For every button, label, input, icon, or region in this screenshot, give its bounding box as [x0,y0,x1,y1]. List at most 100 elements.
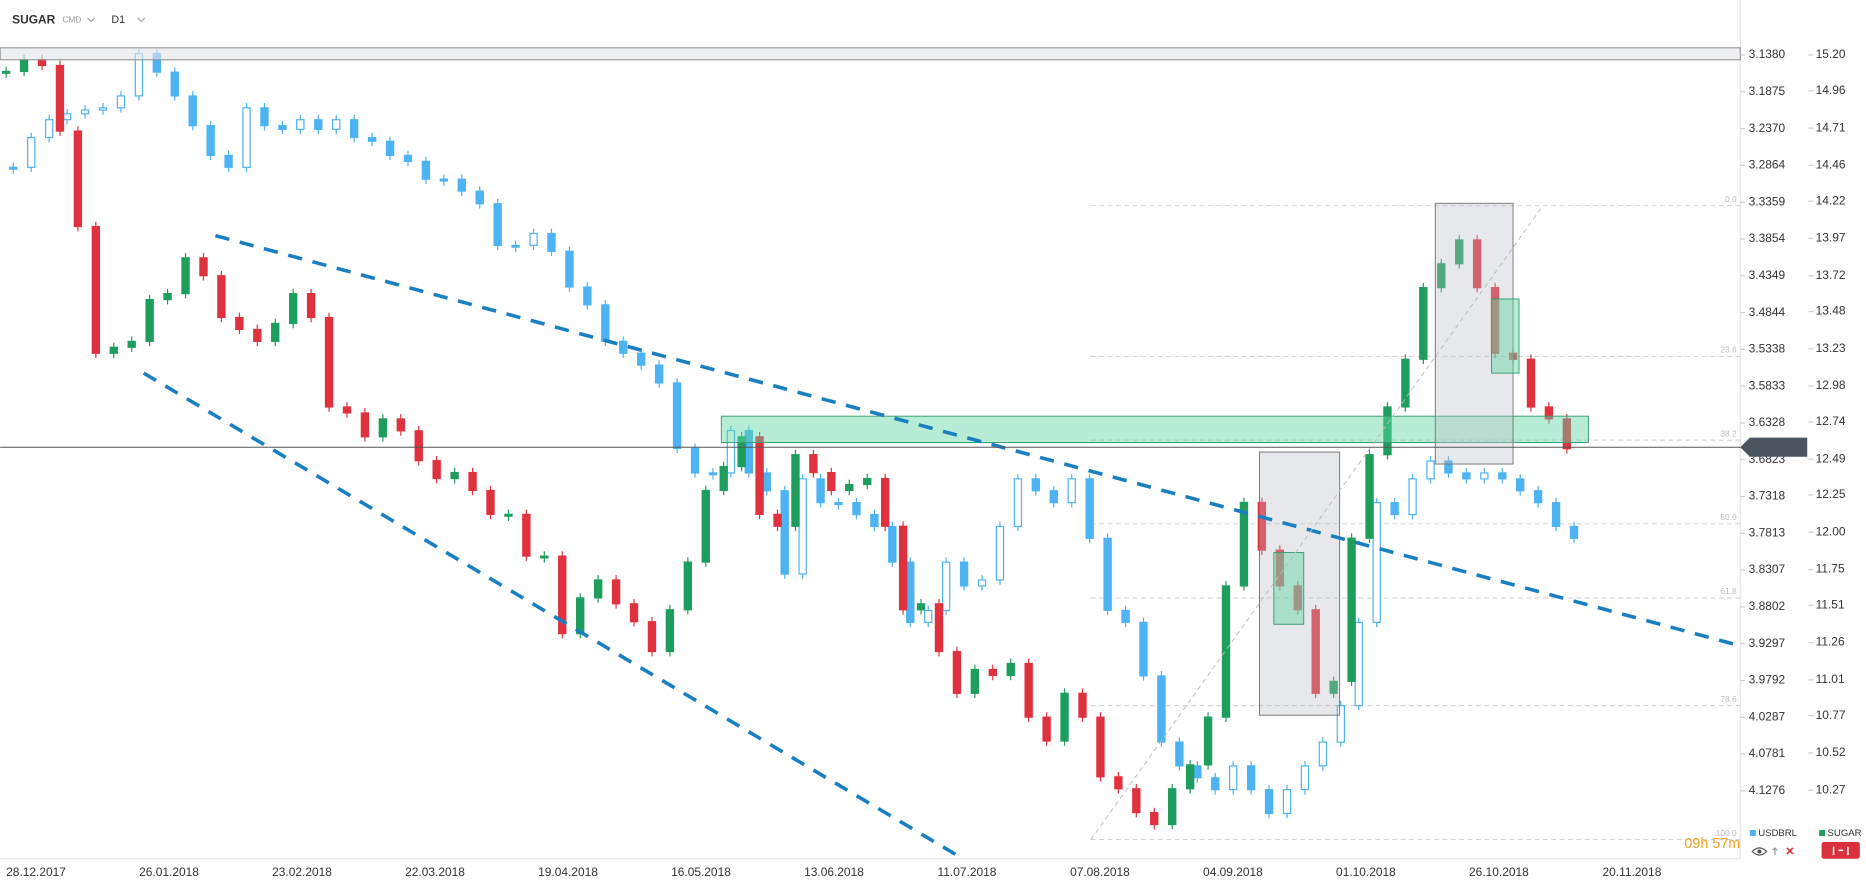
candle [253,328,262,342]
candle [1006,662,1015,676]
resistance-zone[interactable] [0,47,1741,61]
fib-trend[interactable] [1090,205,1544,840]
x-tick-label: 11.07.2018 [938,865,997,879]
candle [1150,812,1159,826]
candle [1354,621,1363,707]
interval[interactable]: D1 [111,14,125,26]
sugar-button-icon[interactable] [1832,846,1849,856]
candle [1175,741,1184,767]
candle [1444,460,1453,474]
candle [1060,692,1069,742]
candle [701,489,710,563]
trend-line[interactable] [142,371,964,861]
candle [780,490,789,575]
candle [665,609,675,653]
candle [773,513,782,527]
y-tick-label: 3.8307 [1749,562,1786,576]
move-icon[interactable] [1772,847,1778,856]
fib-label: 23.6 [1720,345,1737,355]
candle [906,561,915,623]
candle [1300,765,1310,791]
candle [870,513,879,528]
x-tick-label: 07.08.2018 [1070,865,1130,879]
y2-tick-label: 12.49 [1816,451,1846,465]
y-tick-label: 3.2370 [1749,121,1786,135]
candle [385,140,395,157]
candle [1455,239,1464,265]
symbol[interactable]: SUGAR [12,12,55,26]
candle [798,478,807,575]
candle [91,225,101,354]
candle [1419,287,1428,360]
y-tick-label: 3.1380 [1749,47,1786,61]
y-tick-label: 3.4844 [1749,305,1786,319]
y2-tick-label: 12.74 [1816,414,1846,428]
candle [1275,549,1285,587]
y2-tick-label: 14.22 [1816,193,1846,207]
box[interactable] [1434,202,1514,465]
y-tick-label: 3.9792 [1749,673,1786,687]
y-tick-label: 3.7318 [1749,489,1786,503]
y2-tick-label: 10.52 [1816,745,1846,759]
candle [109,346,118,354]
y2-tick-label: 15.20 [1816,47,1846,61]
candle [1533,490,1543,504]
candle [1031,478,1041,492]
y-tick-label: 3.6328 [1749,415,1786,429]
x-tick-label: 26.01.2018 [139,865,199,879]
candle [977,579,987,587]
candle [378,418,388,438]
candle [647,621,657,653]
y-tick-label: 3.5338 [1749,341,1786,355]
candle [224,154,233,168]
candle [934,603,944,653]
box[interactable] [1273,552,1305,625]
candle [898,525,908,611]
eye-icon[interactable] [1757,849,1762,854]
box[interactable] [1491,298,1520,374]
candle [349,119,359,139]
trend-line[interactable] [214,233,1741,648]
candle [1437,263,1446,289]
candle [583,286,592,306]
timer: 09h 57m [1684,836,1740,852]
y2-tick-label: 13.72 [1816,268,1846,282]
y2-tick-label: 14.96 [1816,83,1846,97]
candle [324,316,334,408]
candle [1203,716,1213,766]
eye-icon[interactable] [1751,847,1768,856]
candle [683,561,693,611]
candle [421,160,431,180]
candle [547,232,556,252]
candle [511,244,520,248]
candle [314,119,323,130]
dropdown-icon[interactable] [137,17,146,23]
y-tick-label: 3.5833 [1749,378,1786,392]
candle [439,178,449,182]
candle [1498,472,1507,480]
price-tag [1740,437,1808,457]
y2-tick-label: 11.75 [1816,562,1845,576]
y2-tick-label: 13.48 [1816,304,1846,318]
candle [19,58,29,73]
candle [414,430,423,462]
candle [1408,478,1417,516]
dropdown-icon[interactable] [87,17,96,23]
candle [235,316,244,331]
candle [1024,662,1033,718]
candle [1185,764,1195,790]
fib-label: 100.0 [1716,828,1737,838]
candle [296,119,305,130]
candle [690,447,700,474]
candle [242,107,251,168]
support-zone[interactable] [720,415,1589,443]
market[interactable]: CMD [62,15,81,25]
candle [1318,741,1328,767]
candle [834,502,843,506]
legend-swatch [1819,829,1826,836]
close-icon[interactable] [1786,847,1794,855]
x-tick-label: 22.03.2018 [405,865,465,879]
candle [601,304,610,342]
candle [37,58,47,67]
